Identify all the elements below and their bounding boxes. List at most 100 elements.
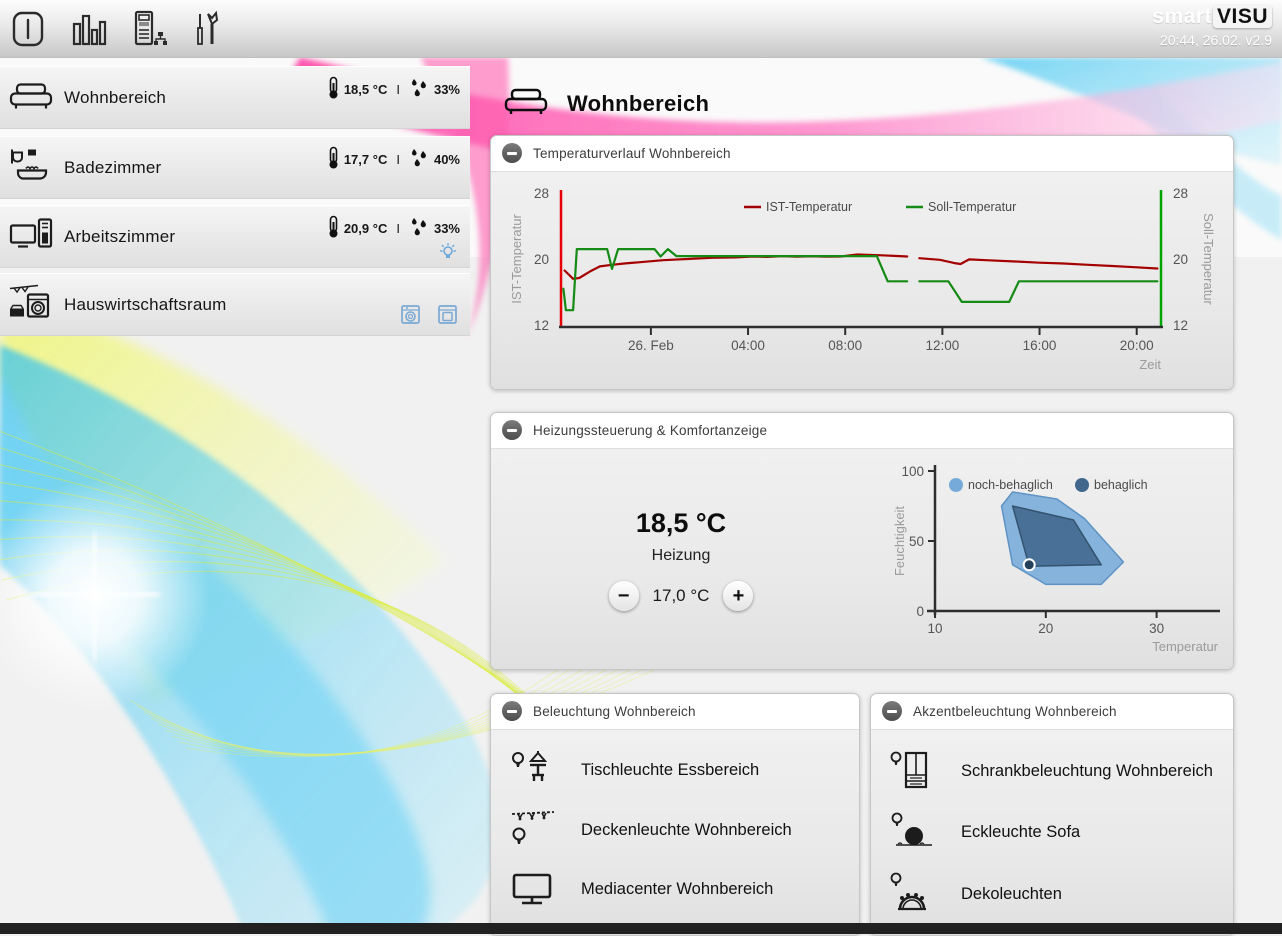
page-title: Wohnbereich bbox=[503, 84, 709, 123]
svg-text:12:00: 12:00 bbox=[925, 338, 959, 353]
sidebar-item-arbeitszimmer[interactable]: Arbeitszimmer 20,9 °C I 33% bbox=[0, 205, 470, 268]
svg-text:IST-Temperatur: IST-Temperatur bbox=[509, 214, 524, 304]
sidebar-item-badezimmer[interactable]: Badezimmer 17,7 °C I 40% bbox=[0, 136, 470, 199]
charts-nav-button[interactable] bbox=[68, 6, 112, 50]
main-navigation bbox=[8, 6, 232, 50]
climate-divider: I bbox=[396, 152, 400, 167]
heating-control: 18,5 °C Heizung − 17,0 °C + bbox=[491, 449, 871, 669]
svg-text:20: 20 bbox=[1038, 621, 1053, 636]
page-title-text: Wohnbereich bbox=[567, 90, 710, 116]
panel-title: Akzentbeleuchtung Wohnbereich bbox=[913, 703, 1117, 719]
rooms-nav-button[interactable] bbox=[8, 6, 52, 50]
logo-smart: smart bbox=[1152, 5, 1212, 28]
thermometer-icon bbox=[328, 215, 339, 242]
setpoint-minus-button[interactable]: − bbox=[608, 580, 639, 611]
room-temp: 17,7 °C bbox=[343, 152, 388, 167]
svg-text:IST-Temperatur: IST-Temperatur bbox=[766, 200, 852, 214]
computer-icon bbox=[8, 216, 54, 257]
bar-chart-icon bbox=[70, 8, 110, 50]
app-logo: smart VISU bbox=[1152, 5, 1272, 29]
svg-text:12: 12 bbox=[534, 318, 549, 333]
light-item-dekoleuchten[interactable]: Dekoleuchten bbox=[871, 865, 1233, 923]
tv-icon bbox=[507, 869, 557, 909]
room-label: Hauswirtschaftsraum bbox=[64, 294, 227, 314]
svg-text:0: 0 bbox=[916, 604, 924, 619]
svg-text:10: 10 bbox=[927, 621, 942, 636]
room-climate: 17,7 °C I 40% bbox=[328, 146, 460, 173]
svg-text:30: 30 bbox=[1149, 621, 1164, 636]
svg-text:08:00: 08:00 bbox=[828, 338, 862, 353]
svg-text:16:00: 16:00 bbox=[1023, 338, 1057, 353]
svg-text:20: 20 bbox=[1173, 252, 1188, 267]
sidebar-item-hauswirtschaftsraum[interactable]: Hauswirtschaftsraum bbox=[0, 273, 470, 336]
collapse-icon[interactable] bbox=[502, 420, 522, 440]
collapse-icon[interactable] bbox=[882, 701, 902, 721]
server-icon bbox=[130, 8, 170, 50]
light-item-tischleuchte[interactable]: Tischleuchte Essbereich bbox=[491, 743, 859, 797]
collapse-icon[interactable] bbox=[502, 143, 522, 163]
panel-akzentbeleuchtung: Akzentbeleuchtung Wohnbereich Schrankbel… bbox=[870, 693, 1234, 936]
sofa-icon bbox=[8, 78, 54, 117]
light-label: Deckenleuchte Wohnbereich bbox=[581, 820, 792, 839]
room-temp: 20,9 °C bbox=[343, 221, 388, 236]
svg-text:28: 28 bbox=[534, 186, 549, 201]
room-label: Badezimmer bbox=[64, 157, 162, 177]
light-on-icon[interactable] bbox=[438, 242, 458, 262]
humidity-icon bbox=[409, 148, 429, 171]
room-humidity: 33% bbox=[433, 82, 460, 97]
sofa-icon bbox=[503, 84, 549, 123]
comfort-area-chart: 10 20 30 0 50 100 Feuchtigkeit Temperatur noch-b… bbox=[892, 464, 1220, 654]
light-item-eckleuchte[interactable]: Eckleuchte Sofa bbox=[871, 804, 1233, 860]
climate-divider: I bbox=[396, 82, 400, 97]
svg-text:12: 12 bbox=[1173, 318, 1188, 333]
panel-title: Beleuchtung Wohnbereich bbox=[533, 703, 696, 719]
light-label: Mediacenter Wohnbereich bbox=[581, 879, 774, 898]
laundry-icon bbox=[8, 282, 56, 327]
room-humidity: 40% bbox=[433, 152, 460, 167]
room-humidity: 33% bbox=[433, 221, 460, 236]
dryer-icon[interactable] bbox=[437, 304, 458, 330]
light-item-schrankbeleuchtung[interactable]: Schrankbeleuchtung Wohnbereich bbox=[871, 743, 1233, 799]
thermometer-icon bbox=[328, 76, 339, 103]
climate-divider: I bbox=[396, 221, 400, 236]
light-item-deckenleuchte[interactable]: Deckenleuchte Wohnbereich bbox=[491, 802, 859, 858]
svg-text:26. Feb: 26. Feb bbox=[628, 338, 674, 353]
current-temperature: 18,5 °C bbox=[635, 507, 727, 538]
light-label: Tischleuchte Essbereich bbox=[581, 760, 760, 779]
setpoint-plus-button[interactable]: + bbox=[723, 580, 754, 611]
tools-icon bbox=[190, 8, 230, 50]
washing-machine-icon[interactable] bbox=[400, 304, 421, 330]
svg-text:04:00: 04:00 bbox=[731, 338, 765, 353]
panel-heizungssteuerung: Heizungssteuerung & Komfortanzeige 18,5 … bbox=[490, 412, 1234, 670]
topbar: smart VISU 20:44, 26.02. v2.9 bbox=[0, 0, 1282, 58]
svg-text:20: 20 bbox=[534, 252, 549, 267]
settings-nav-button[interactable] bbox=[188, 6, 232, 50]
deco-light-icon bbox=[887, 871, 937, 917]
power-icon bbox=[10, 8, 50, 50]
light-label: Schrankbeleuchtung Wohnbereich bbox=[961, 761, 1213, 780]
heating-label: Heizung bbox=[651, 546, 711, 564]
panel-beleuchtung: Beleuchtung Wohnbereich Tischleuchte Ess… bbox=[490, 693, 860, 936]
bottom-bar bbox=[0, 923, 1282, 934]
panel-temperaturverlauf: Temperaturverlauf Wohnbereich 26. Feb 04:… bbox=[490, 135, 1234, 390]
room-label: Arbeitszimmer bbox=[64, 226, 176, 246]
setpoint-value: 17,0 °C bbox=[652, 585, 710, 605]
light-item-mediacenter[interactable]: Mediacenter Wohnbereich bbox=[491, 863, 859, 915]
collapse-icon[interactable] bbox=[502, 701, 522, 721]
bathroom-icon bbox=[8, 146, 54, 189]
humidity-icon bbox=[409, 78, 429, 101]
panel-title: Heizungssteuerung & Komfortanzeige bbox=[533, 422, 768, 438]
svg-text:20:00: 20:00 bbox=[1120, 338, 1154, 353]
svg-text:noch-behaglich: noch-behaglich bbox=[968, 478, 1053, 492]
sidebar-item-wohnbereich[interactable]: Wohnbereich 18,5 °C I 33% bbox=[0, 66, 470, 129]
logo-visu: VISU bbox=[1212, 5, 1272, 28]
room-temp: 18,5 °C bbox=[343, 82, 388, 97]
svg-text:28: 28 bbox=[1173, 186, 1188, 201]
room-climate: 20,9 °C I 33% bbox=[328, 215, 460, 242]
system-nav-button[interactable] bbox=[128, 6, 172, 50]
clock-version-status: 20:44, 26.02. v2.9 bbox=[1159, 32, 1272, 48]
svg-text:Soll-Temperatur: Soll-Temperatur bbox=[928, 200, 1016, 214]
ceiling-lamp-icon bbox=[507, 808, 557, 852]
room-label: Wohnbereich bbox=[64, 87, 167, 107]
ball-lamp-icon bbox=[887, 810, 937, 854]
